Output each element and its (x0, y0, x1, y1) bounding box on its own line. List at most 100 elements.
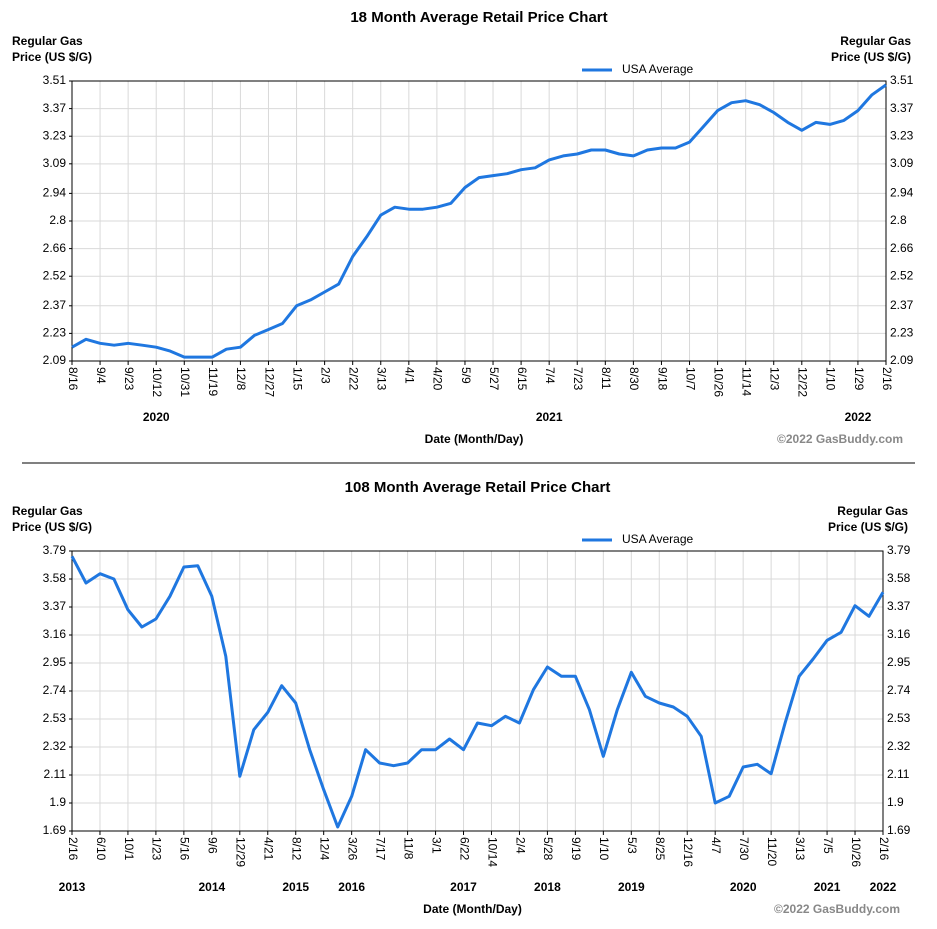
year-label: 2013 (59, 880, 86, 894)
year-label: 2020 (143, 410, 170, 424)
y-tick-label: 2.8 (49, 213, 66, 227)
legend-label: USA Average (622, 532, 693, 546)
y-tick-label: 2.53 (43, 711, 67, 725)
x-tick-label: 11/19 (206, 367, 220, 396)
y2-tick-label: 3.37 (887, 599, 911, 613)
x-tick-label: 11/14 (739, 367, 753, 396)
y2-tick-label: 2.8 (890, 213, 907, 227)
x-tick-label: 4/20 (431, 367, 445, 391)
x-tick-label: 2/22 (347, 367, 361, 391)
x-tick-label: 1/23 (150, 837, 164, 861)
y-tick-label: 2.52 (43, 268, 67, 282)
year-label: 2016 (338, 880, 365, 894)
x-tick-label: 10/12 (150, 367, 164, 397)
y2-axis-label: Price (US $/G) (831, 50, 911, 64)
y-axis-label: Price (US $/G) (12, 520, 92, 534)
x-tick-label: 10/14 (485, 837, 499, 867)
x-tick-label: 1/10 (824, 367, 838, 391)
x-tick-label: 1/29 (852, 367, 866, 391)
y2-tick-label: 3.16 (887, 627, 911, 641)
y2-tick-label: 2.95 (887, 655, 911, 669)
x-tick-label: 2/3 (318, 367, 332, 384)
y2-tick-label: 3.23 (890, 128, 914, 142)
x-tick-label: 8/11 (599, 367, 613, 390)
y2-tick-label: 2.66 (890, 241, 914, 255)
year-label: 2020 (730, 880, 757, 894)
year-label: 2014 (198, 880, 225, 894)
x-tick-label: 10/26 (849, 837, 863, 867)
x-tick-label: 7/4 (543, 367, 557, 384)
price-line (70, 555, 885, 829)
y2-axis-label: Regular Gas (837, 504, 908, 518)
credit: ©2022 GasBuddy.com (774, 902, 900, 916)
y-axis-label: Regular Gas (12, 504, 83, 518)
x-tick-label: 5/3 (625, 837, 639, 854)
x-tick-label: 3/13 (793, 837, 807, 861)
y2-tick-label: 2.74 (887, 683, 911, 697)
x-tick-label: 5/28 (541, 837, 555, 861)
y-tick-label: 3.79 (43, 543, 67, 557)
y2-tick-label: 2.37 (890, 298, 914, 312)
y-tick-label: 1.9 (49, 795, 66, 809)
x-tick-label: 8/12 (290, 837, 304, 861)
x-tick-label: 9/19 (569, 837, 583, 861)
x-tick-label: 3/26 (345, 837, 359, 861)
y2-tick-label: 2.09 (890, 353, 914, 367)
x-tick-label: 2/16 (880, 367, 894, 391)
x-tick-label: 12/22 (796, 367, 810, 397)
x-tick-label: 7/30 (737, 837, 751, 861)
x-tick-label: 4/21 (262, 837, 276, 861)
x-tick-label: 10/1 (122, 837, 136, 861)
x-tick-label: 9/18 (655, 367, 669, 391)
y-tick-label: 2.09 (43, 353, 67, 367)
x-tick-label: 9/4 (94, 367, 108, 384)
x-tick-label: 10/26 (711, 367, 725, 397)
year-label: 2022 (870, 880, 897, 894)
y2-tick-label: 2.32 (887, 739, 911, 753)
y-tick-label: 3.23 (43, 128, 67, 142)
y2-axis-label: Regular Gas (840, 34, 911, 48)
y-tick-label: 3.37 (43, 599, 67, 613)
y2-tick-label: 2.94 (890, 186, 914, 200)
x-tick-label: 5/9 (459, 367, 473, 384)
y2-tick-label: 3.09 (890, 156, 914, 170)
x-tick-label: 9/23 (122, 367, 136, 391)
year-label: 2019 (618, 880, 645, 894)
x-tick-label: 9/6 (206, 837, 220, 854)
x-tick-label: 4/1 (403, 367, 417, 384)
y-tick-label: 3.58 (43, 571, 67, 585)
y-tick-label: 2.94 (43, 186, 67, 200)
x-tick-label: 6/22 (457, 837, 471, 861)
x-tick-label: 6/15 (515, 367, 529, 391)
y-tick-label: 3.37 (43, 101, 67, 115)
y2-tick-label: 1.69 (887, 823, 911, 837)
x-tick-label: 11/8 (401, 837, 415, 860)
x-tick-label: 8/25 (653, 837, 667, 861)
x-tick-label: 6/10 (94, 837, 108, 861)
x-tick-label: 8/30 (627, 367, 641, 391)
x-tick-label: 12/29 (234, 837, 248, 867)
y-tick-label: 3.51 (43, 73, 67, 87)
y2-tick-label: 1.9 (887, 795, 904, 809)
x-tick-label: 8/16 (66, 367, 80, 391)
y2-tick-label: 2.52 (890, 268, 914, 282)
y2-tick-label: 2.53 (887, 711, 911, 725)
x-tick-label: 2/4 (513, 837, 527, 854)
y2-axis-label: Price (US $/G) (828, 520, 908, 534)
y-axis-label: Price (US $/G) (12, 50, 92, 64)
y2-tick-label: 3.58 (887, 571, 911, 585)
y-tick-label: 3.16 (43, 627, 67, 641)
x-tick-label: 5/27 (487, 367, 501, 391)
x-tick-label: 1/15 (290, 367, 304, 391)
y2-tick-label: 3.79 (887, 543, 911, 557)
plot-frame (71, 80, 887, 362)
year-label: 2022 (845, 410, 872, 424)
y-tick-label: 2.74 (43, 683, 67, 697)
x-tick-label: 7/5 (821, 837, 835, 854)
x-tick-label: 12/8 (234, 367, 248, 391)
year-label: 2021 (814, 880, 841, 894)
x-tick-label: 10/31 (178, 367, 192, 397)
x-tick-label: 12/3 (768, 367, 782, 391)
year-label: 2015 (282, 880, 309, 894)
